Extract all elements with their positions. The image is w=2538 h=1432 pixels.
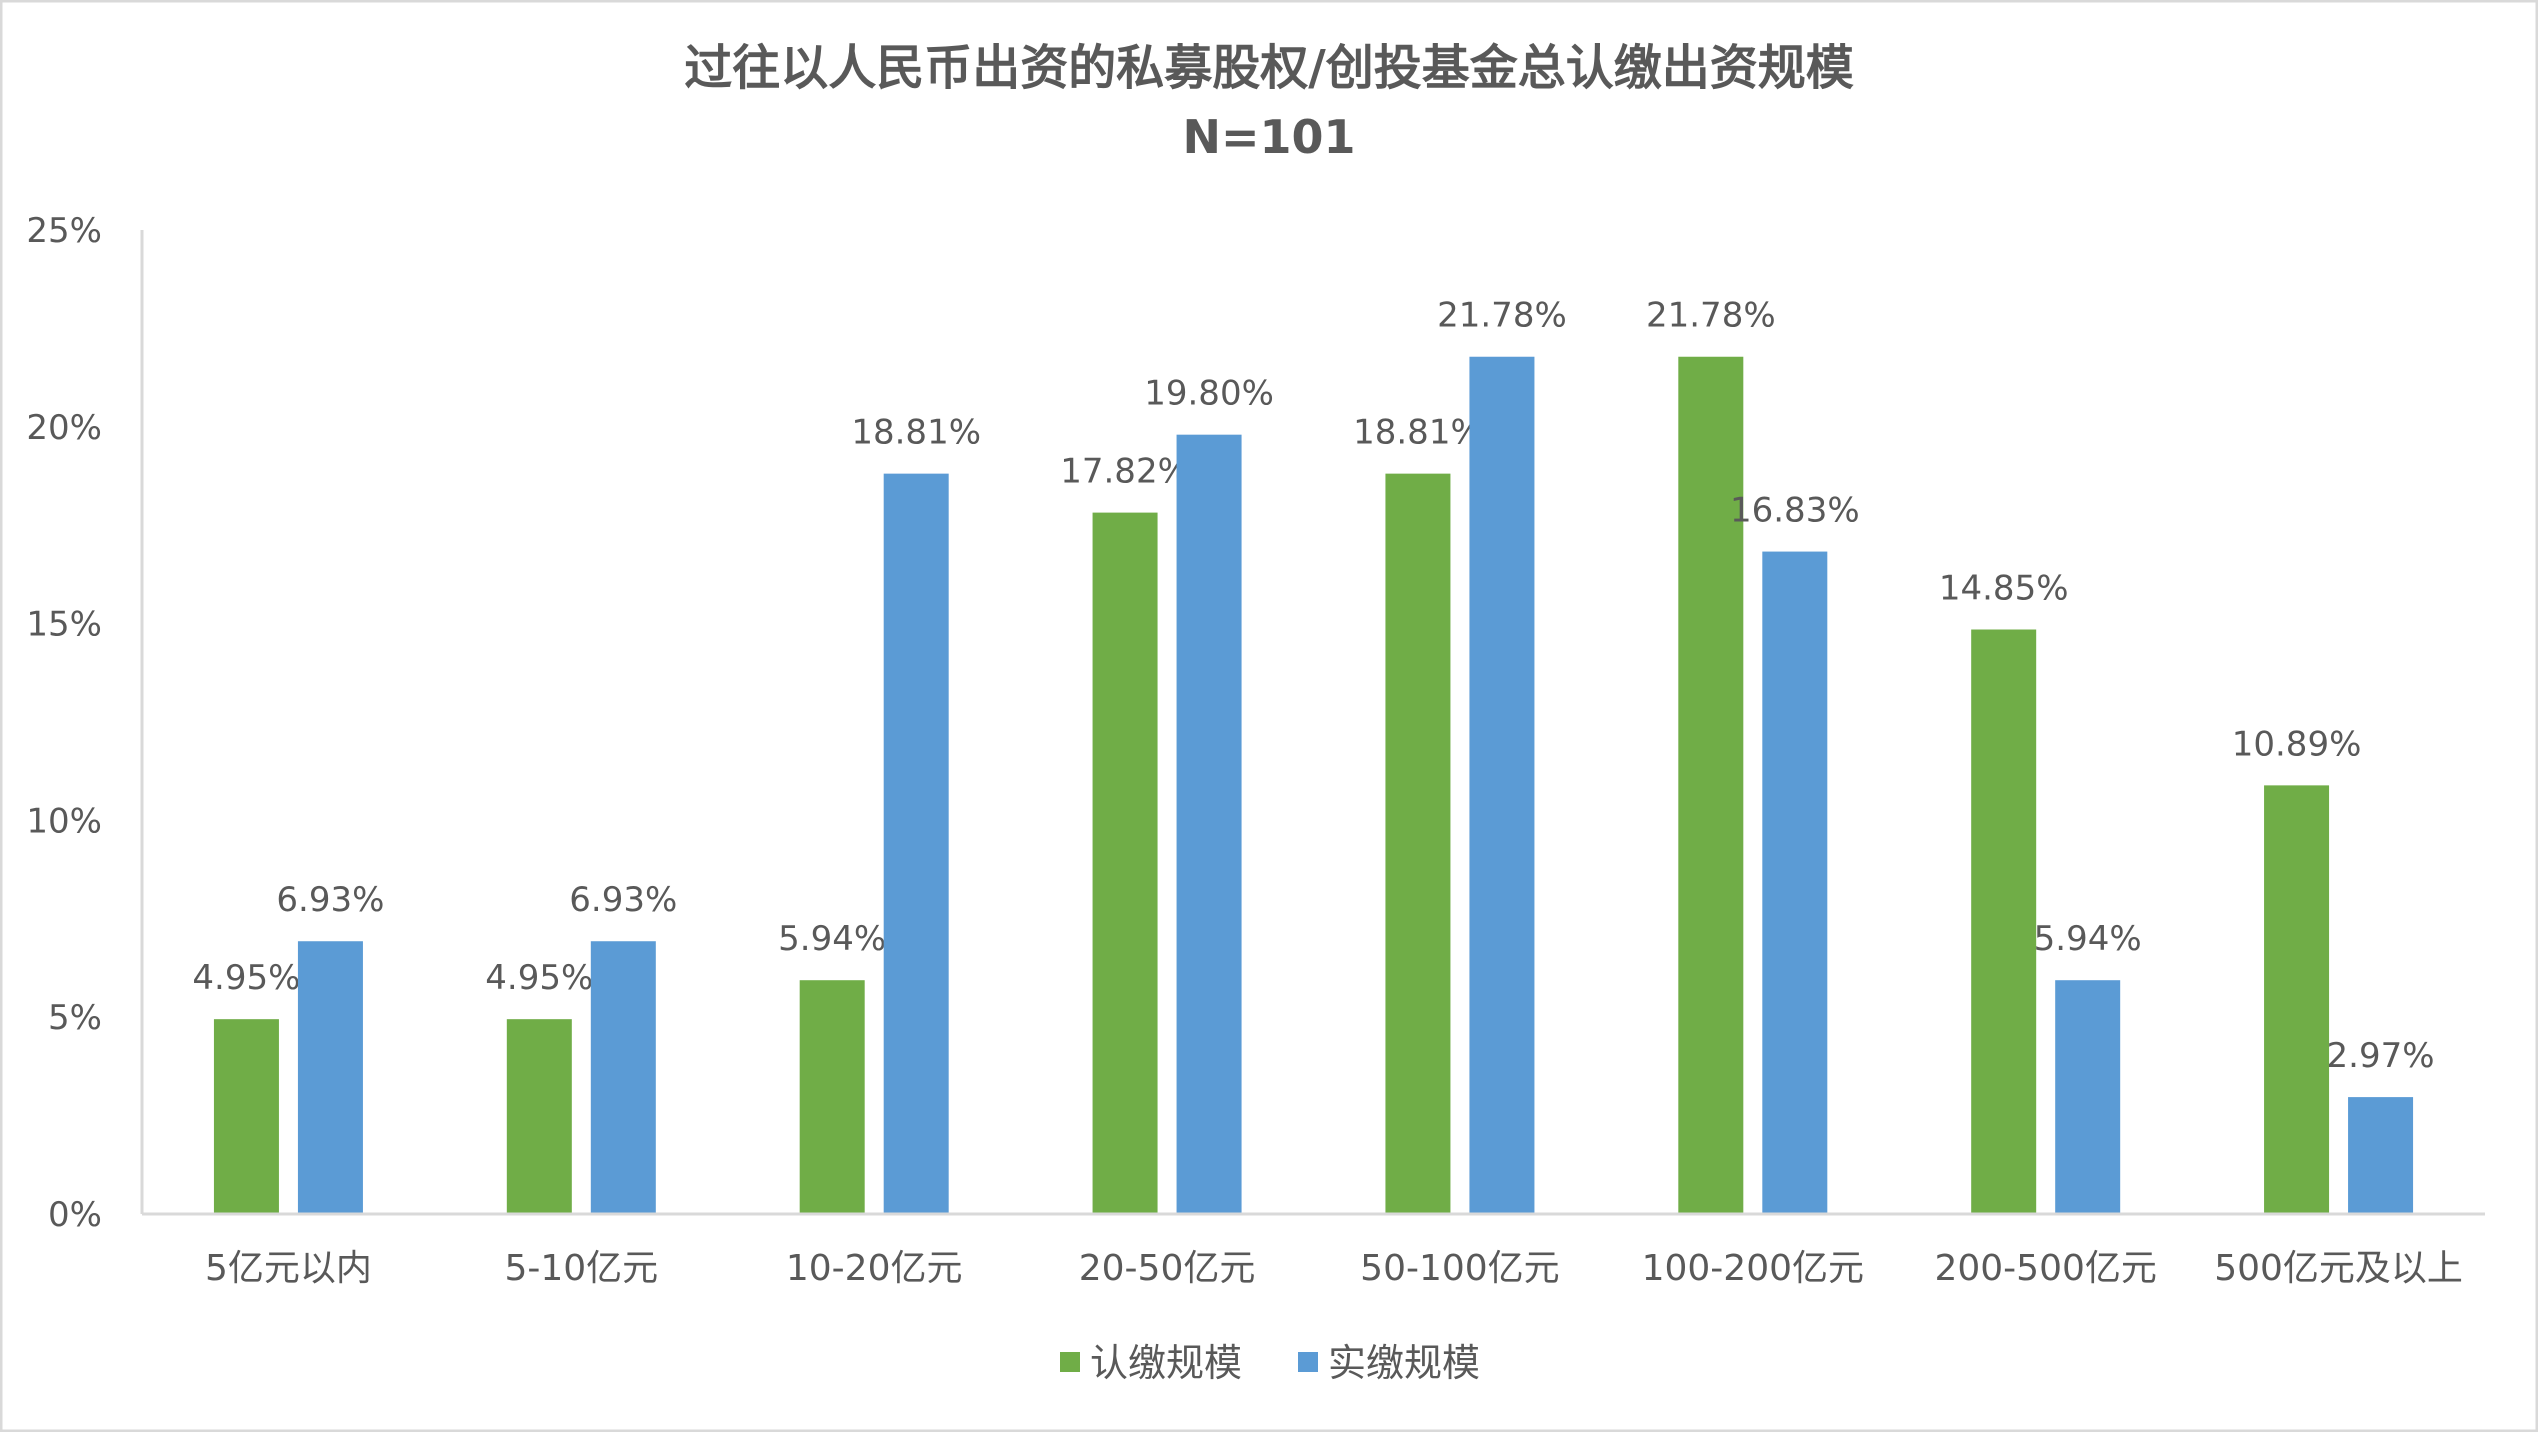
bar-subscribed [1385, 473, 1451, 1214]
x-tick-label: 5-10亿元 [504, 1248, 658, 1289]
bar-paid-in [297, 941, 363, 1214]
chart-title: 过往以人民币出资的私募股权/创投基金总认缴出资规模 [684, 40, 1854, 96]
legend-swatch-subscribed [1060, 1352, 1080, 1372]
bar-subscribed [1092, 512, 1158, 1214]
x-tick-label: 500亿元及以上 [2214, 1248, 2463, 1289]
data-label: 19.80% [1144, 374, 1274, 414]
data-label: 18.81% [1353, 413, 1483, 453]
data-label: 21.78% [1646, 296, 1776, 336]
x-tick-label: 20-50亿元 [1079, 1248, 1256, 1289]
x-tick-label: 50-100亿元 [1360, 1248, 1560, 1289]
data-label: 18.81% [851, 413, 981, 453]
y-tick-label: 25% [26, 211, 102, 251]
data-label: 6.93% [569, 880, 677, 920]
bar-subscribed [1678, 356, 1744, 1214]
bar-subscribed [2264, 785, 2330, 1214]
data-label: 17.82% [1060, 452, 1190, 492]
data-label: 2.97% [2327, 1036, 2435, 1076]
bar-subscribed [1971, 629, 2037, 1214]
x-axis: 5亿元以内 5-10亿元 10-20亿元 20-50亿元 50-100亿元 100-200… [142, 1212, 2485, 1289]
bar-paid-in [1762, 551, 1828, 1214]
y-axis: 0% 5% 10% 15% 20% 25% [26, 211, 144, 1235]
legend-label: 认缴规模 [1090, 1341, 1242, 1385]
bar-paid-in [2055, 980, 2121, 1214]
bar-subscribed [213, 1019, 279, 1214]
bar-subscribed [506, 1019, 572, 1214]
bar-paid-in [590, 941, 656, 1214]
legend-swatch-paid-in [1298, 1352, 1318, 1372]
bar-paid-in [2348, 1097, 2414, 1214]
y-tick-label: 20% [26, 408, 102, 448]
legend-label: 实缴规模 [1328, 1341, 1480, 1385]
bar-paid-in [883, 473, 949, 1214]
x-tick-label: 10-20亿元 [786, 1248, 963, 1289]
chart-subtitle: N=101 [1182, 110, 1355, 164]
data-label: 5.94% [778, 919, 886, 959]
data-label: 4.95% [192, 958, 300, 998]
y-tick-label: 10% [26, 801, 102, 841]
bar-subscribed [799, 980, 865, 1214]
bars: 4.95% 6.93% 4.95% 6.93% 5.94% 18.81% 17.82% 19.… [192, 296, 2435, 1214]
data-label: 6.93% [276, 880, 384, 920]
data-label: 4.95% [485, 958, 593, 998]
data-label: 21.78% [1437, 296, 1567, 336]
legend: 认缴规模 实缴规模 [1060, 1341, 1480, 1385]
data-label: 16.83% [1730, 491, 1860, 531]
y-tick-label: 0% [48, 1195, 102, 1235]
y-tick-label: 15% [26, 605, 102, 645]
x-tick-label: 200-500亿元 [1934, 1248, 2156, 1289]
x-tick-label: 100-200亿元 [1642, 1248, 1864, 1289]
x-tick-label: 5亿元以内 [205, 1248, 372, 1289]
data-label: 10.89% [2232, 724, 2362, 764]
bar-paid-in [1176, 434, 1242, 1214]
data-label: 5.94% [2034, 919, 2142, 959]
y-tick-label: 5% [48, 998, 102, 1038]
data-label: 14.85% [1939, 569, 2069, 609]
bar-paid-in [1469, 356, 1535, 1214]
